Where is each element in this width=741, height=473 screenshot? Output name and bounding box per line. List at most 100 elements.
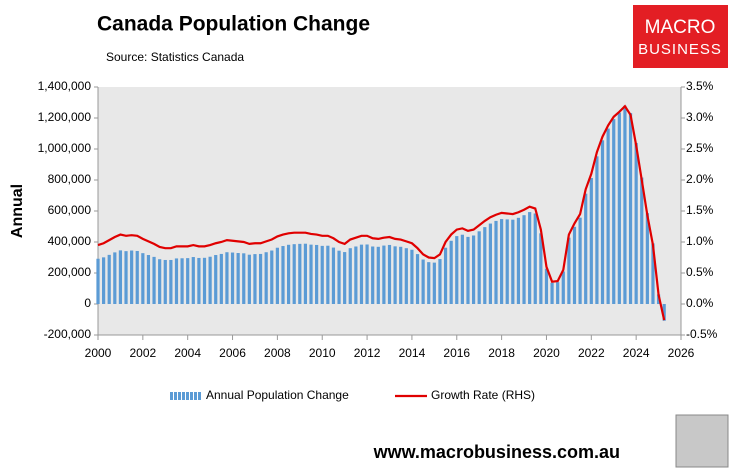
x-tick-label: 2018 [488, 346, 515, 360]
bar [578, 217, 582, 304]
bar [449, 240, 453, 304]
line [97, 104, 666, 321]
bar [292, 244, 296, 304]
subtitle: Source: Statistics Canada [106, 50, 244, 64]
bar [163, 259, 167, 304]
legend-swatch [186, 392, 189, 400]
y-tick-label: -200,000 [44, 327, 92, 341]
y-tick-label: 400,000 [48, 234, 92, 248]
bar [617, 112, 621, 304]
bar [331, 247, 336, 304]
bar [315, 244, 319, 304]
bar [236, 253, 240, 304]
bar [158, 259, 162, 304]
bar [432, 262, 436, 304]
bar [247, 254, 251, 304]
x-tick-label: 2014 [399, 346, 426, 360]
bar [141, 253, 145, 304]
x-tick-label: 2024 [623, 346, 650, 360]
x-tick-label: 2002 [129, 346, 156, 360]
bar [399, 246, 403, 304]
bar [488, 223, 493, 304]
y2-tick-label: 3.5% [686, 79, 714, 93]
bar [438, 259, 442, 304]
bar [135, 250, 139, 304]
bar [556, 282, 560, 304]
y2-tick-label: 2.0% [686, 172, 714, 186]
bar [640, 177, 644, 304]
bar [612, 119, 616, 305]
bar [533, 213, 537, 304]
bar [258, 253, 263, 304]
logo [633, 5, 728, 68]
bar [662, 304, 666, 321]
y-tick-label: 200,000 [48, 265, 92, 279]
bar [387, 244, 392, 304]
bar [606, 128, 610, 304]
bar [505, 219, 509, 304]
bar [561, 271, 565, 304]
bar [528, 212, 532, 304]
y-axis-title: Annual [9, 184, 26, 238]
bar [337, 250, 341, 304]
bar [326, 245, 330, 304]
y2-tick-label: 0.5% [686, 265, 714, 279]
bar [264, 252, 268, 304]
y-tick-label: 0 [84, 296, 91, 310]
bar [645, 213, 649, 304]
bar [382, 245, 386, 304]
bar [180, 258, 184, 304]
bar [152, 256, 156, 304]
bar [320, 245, 324, 304]
chart-title: Canada Population Change [97, 13, 370, 36]
bar [427, 262, 431, 304]
bar [511, 219, 515, 304]
bar [219, 253, 223, 304]
bar [376, 246, 380, 304]
y2-tick-label: 1.5% [686, 203, 714, 217]
x-tick-label: 2020 [533, 346, 560, 360]
bar [253, 254, 257, 304]
bar [539, 233, 543, 304]
legend-swatch [178, 392, 181, 400]
bar [466, 236, 470, 304]
y-tick-label: 1,200,000 [38, 110, 92, 124]
bar [651, 243, 655, 304]
bar [214, 255, 218, 304]
bar [354, 246, 358, 304]
bar [595, 156, 599, 304]
bar [421, 259, 425, 304]
y-tick-label: 600,000 [48, 203, 92, 217]
y-tick-label: 1,400,000 [38, 79, 92, 93]
legend-swatch [170, 392, 173, 400]
bar [477, 231, 481, 304]
legend-swatch [182, 392, 185, 400]
bar [113, 252, 117, 304]
bar [348, 248, 352, 304]
y2-tick-label: 2.5% [686, 141, 714, 155]
x-tick-label: 2026 [668, 346, 695, 360]
x-tick-label: 2008 [264, 346, 291, 360]
bar [443, 247, 448, 304]
bar [393, 246, 397, 304]
legend-swatch [198, 392, 201, 400]
bar [359, 244, 364, 304]
bar [628, 113, 633, 304]
bar [309, 244, 313, 304]
x-tick-label: 2012 [354, 346, 381, 360]
bar [567, 237, 571, 304]
bar [303, 243, 308, 304]
bar [118, 250, 123, 304]
bar [584, 193, 588, 304]
website: www.macrobusiness.com.au [373, 442, 620, 462]
bar [544, 268, 549, 304]
bar [225, 252, 229, 304]
bar [522, 215, 526, 304]
y2-tick-label: 3.0% [686, 110, 714, 124]
bar [550, 282, 554, 304]
logo-image [675, 414, 729, 468]
bar [230, 252, 235, 304]
bar [208, 256, 212, 304]
bar [298, 243, 302, 304]
bar [500, 219, 504, 304]
